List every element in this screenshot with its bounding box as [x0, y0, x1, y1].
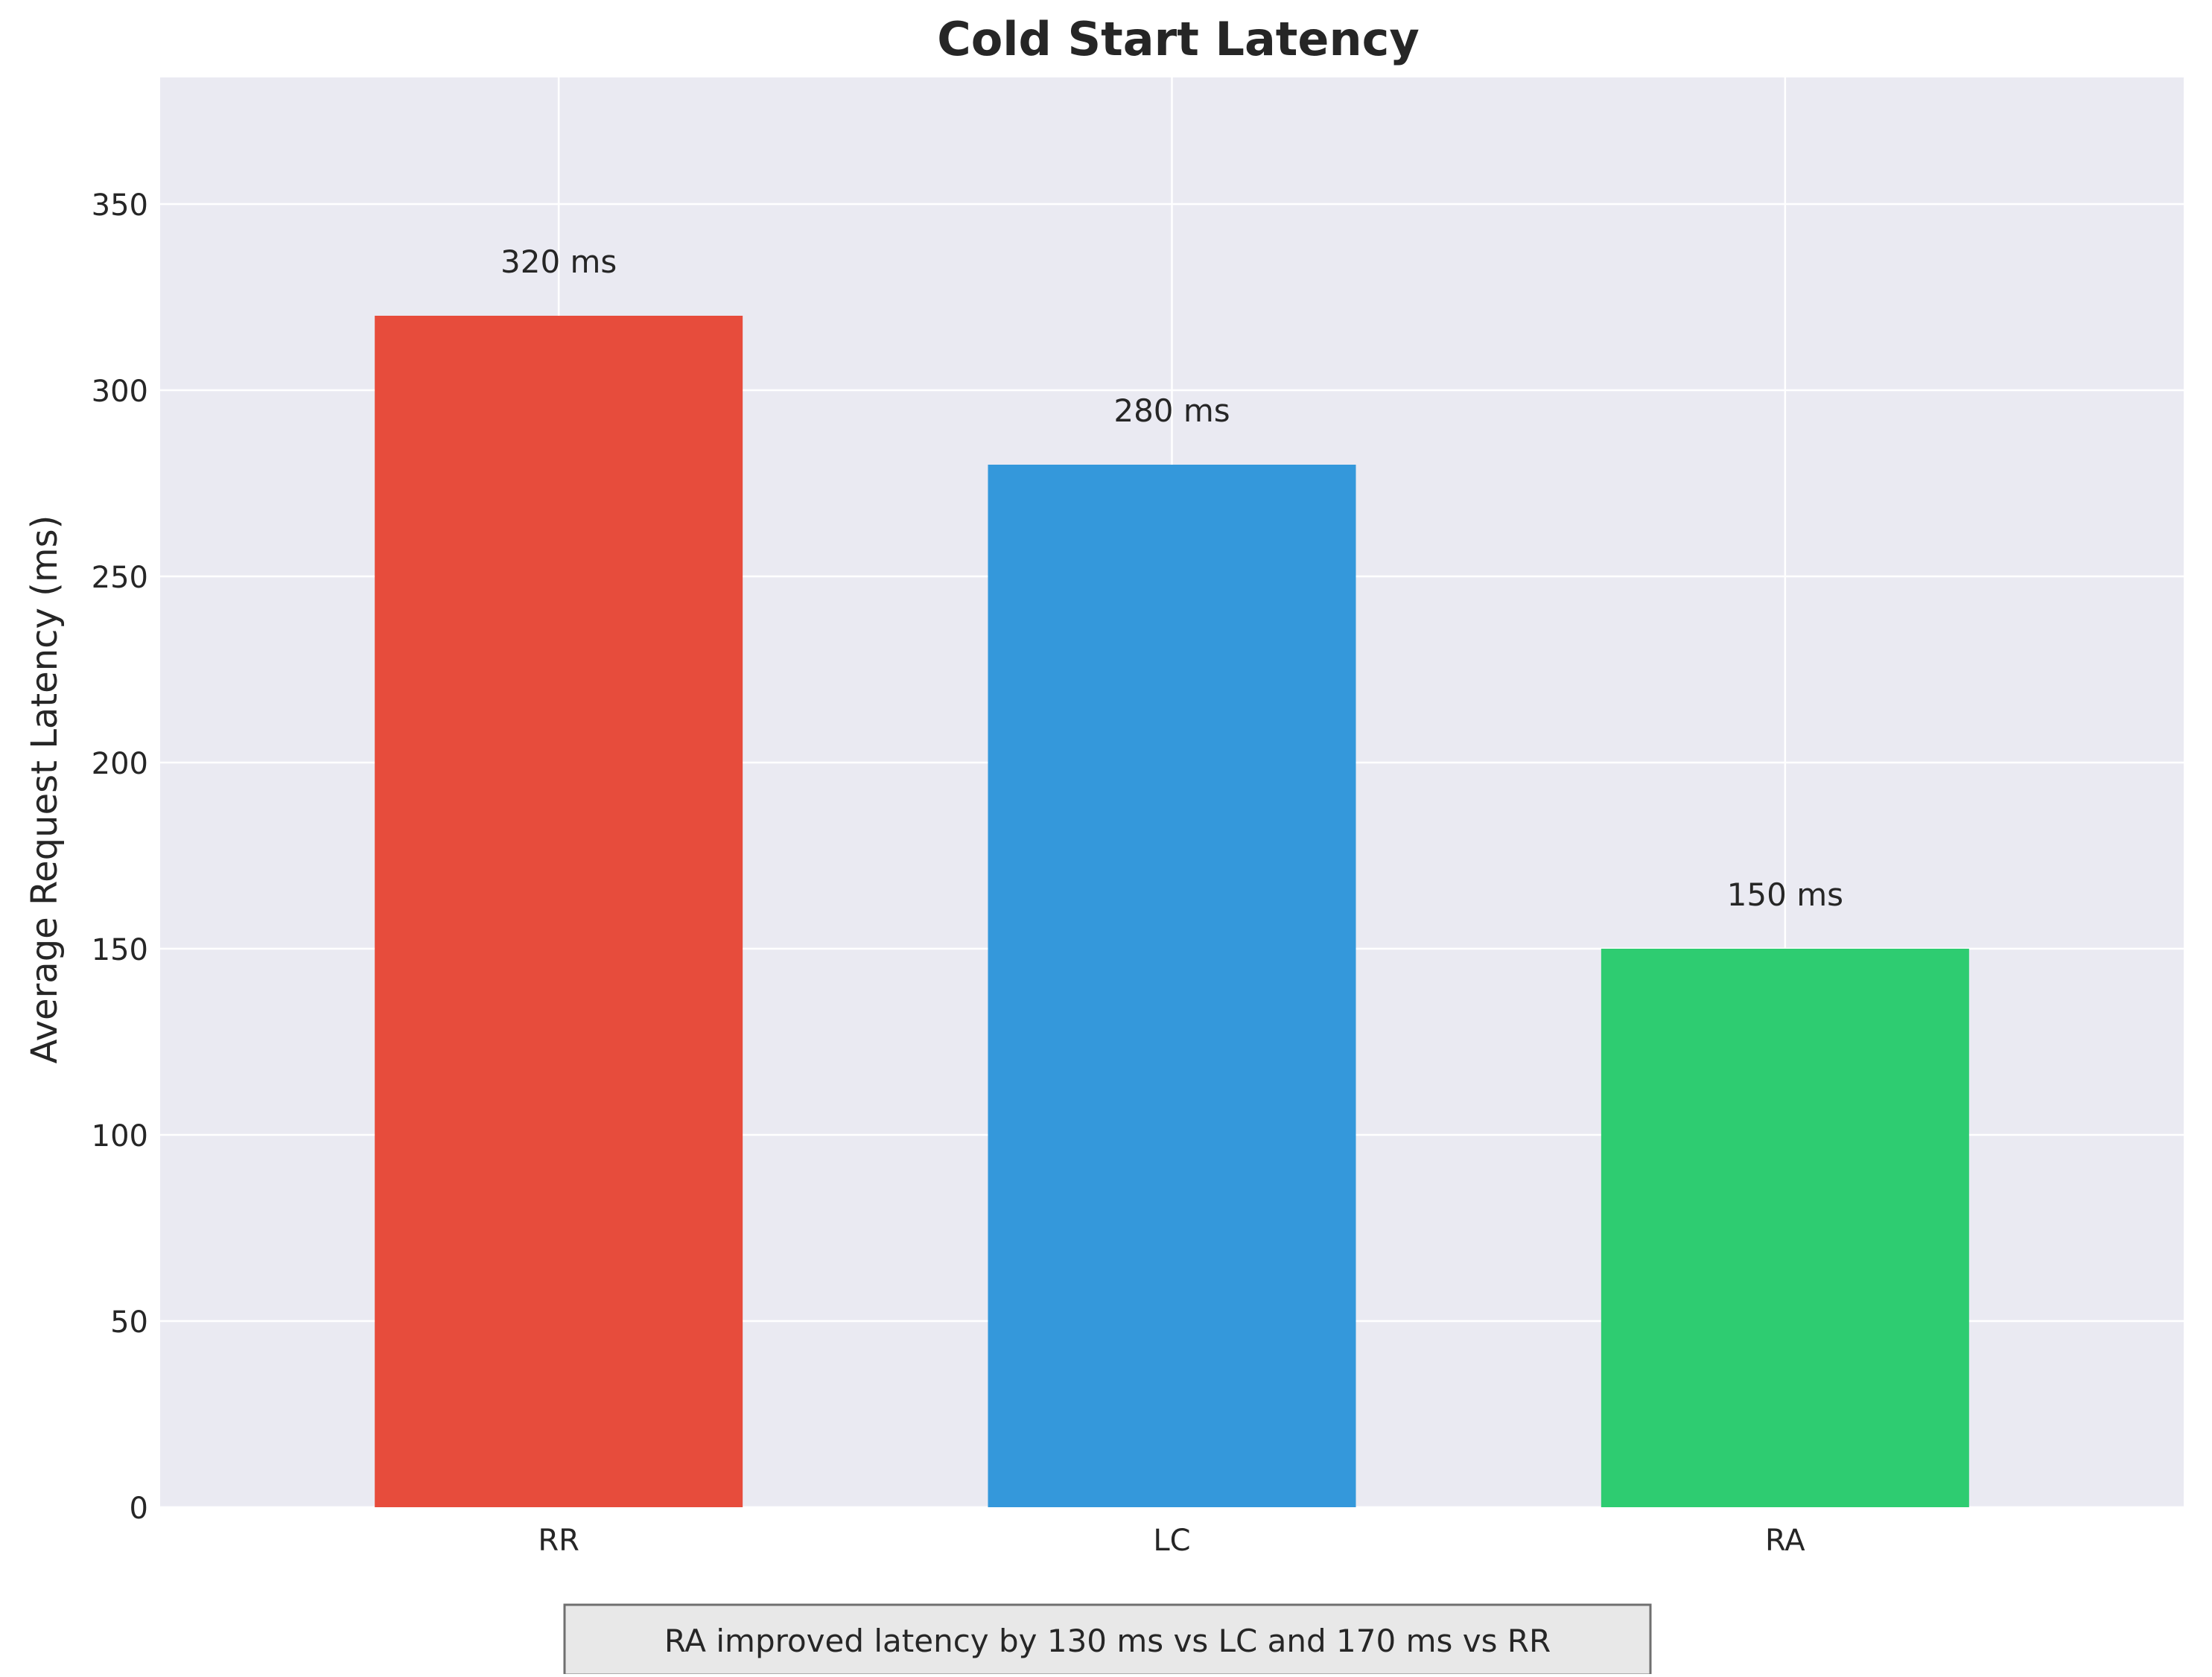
y-tick-label: 200: [92, 747, 148, 781]
annotation-box: RA improved latency by 130 ms vs LC and …: [563, 1603, 1652, 1676]
y-tick-label: 350: [92, 188, 148, 223]
y-tick-label: 50: [110, 1305, 148, 1340]
x-tick-label: LC: [1153, 1524, 1190, 1558]
bar-lc: [988, 465, 1356, 1507]
bar-value-label: 150 ms: [1727, 876, 1843, 913]
bar-value-label: 280 ms: [1113, 392, 1230, 429]
y-tick-label: 0: [130, 1492, 148, 1526]
y-axis-label: Average Request Latency (ms): [24, 515, 66, 1064]
value-labels: 320 ms 280 ms 150 ms: [500, 244, 1843, 913]
bar-ra: [1601, 949, 1969, 1507]
y-tick-label: 100: [92, 1119, 148, 1153]
x-tick-label: RR: [538, 1524, 579, 1558]
y-tick-label: 150: [92, 933, 148, 967]
chart-title: Cold Start Latency: [937, 12, 1420, 66]
y-axis-ticks: 0 50 100 150 200 250 300 350: [92, 188, 148, 1526]
bar-rr: [375, 316, 743, 1507]
bars: [375, 316, 1969, 1507]
x-tick-label: RA: [1765, 1524, 1805, 1558]
y-tick-label: 250: [92, 561, 148, 595]
x-axis-ticks: RR LC RA: [538, 1524, 1805, 1558]
y-tick-label: 300: [92, 375, 148, 409]
bar-value-label: 320 ms: [500, 244, 617, 280]
annotation-text: RA improved latency by 130 ms vs LC and …: [664, 1623, 1551, 1659]
